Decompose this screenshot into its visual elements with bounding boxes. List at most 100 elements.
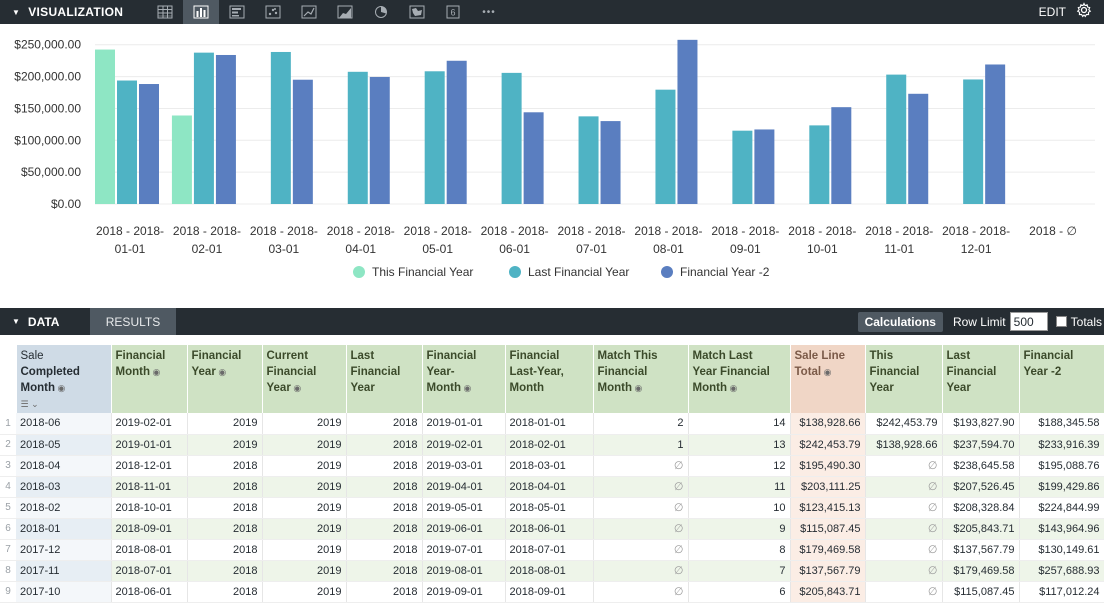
table-cell[interactable]: 2019 bbox=[262, 476, 347, 498]
table-cell[interactable]: ∅ bbox=[865, 518, 943, 540]
table-cell[interactable]: 2019-07-01 bbox=[422, 539, 506, 561]
column-header[interactable]: Financial Year -2 bbox=[1019, 345, 1104, 413]
table-cell[interactable]: 2018 bbox=[187, 518, 263, 540]
bar[interactable] bbox=[501, 72, 522, 204]
table-cell[interactable]: $242,453.79 bbox=[790, 434, 866, 456]
table-row[interactable]: 2 2018-05 2019-01-01 2019 2019 2018 2019-02-01… bbox=[0, 434, 1104, 456]
table-cell[interactable]: $238,645.58 bbox=[942, 455, 1020, 477]
table-cell[interactable]: 2018-08-01 bbox=[111, 539, 188, 561]
bar[interactable] bbox=[292, 79, 313, 204]
table-row[interactable]: 7 2017-12 2018-08-01 2018 2019 2018 2019-07-01… bbox=[0, 539, 1104, 561]
table-cell[interactable]: ∅ bbox=[865, 539, 943, 561]
hidden-eye-icon[interactable]: ◉ bbox=[460, 383, 472, 393]
table-cell[interactable]: $233,916.39 bbox=[1019, 434, 1104, 456]
table-cell[interactable]: 2018-06-01 bbox=[505, 518, 594, 540]
table-cell[interactable]: 2018-03 bbox=[16, 476, 112, 498]
edit-button[interactable]: EDIT bbox=[1038, 5, 1066, 19]
table-cell[interactable]: 2019 bbox=[262, 413, 347, 435]
scatter-icon[interactable] bbox=[255, 0, 291, 24]
legend-label[interactable]: Last Financial Year bbox=[528, 265, 629, 279]
table-cell[interactable]: $188,345.58 bbox=[1019, 413, 1104, 435]
column-header[interactable]: Financial Last-Year, Month bbox=[505, 345, 594, 413]
table-cell[interactable]: 2019 bbox=[262, 560, 347, 582]
table-row[interactable]: 3 2018-04 2018-12-01 2018 2019 2018 2019-03-01… bbox=[0, 455, 1104, 477]
table-cell[interactable]: $224,844.99 bbox=[1019, 497, 1104, 519]
hidden-eye-icon[interactable]: ◉ bbox=[290, 383, 302, 393]
line-chart-icon[interactable] bbox=[291, 0, 327, 24]
table-cell[interactable]: 10 bbox=[688, 497, 791, 519]
table-cell[interactable]: 2019-04-01 bbox=[422, 476, 506, 498]
column-header[interactable]: Match Last Year Financial Month ◉ bbox=[688, 345, 791, 413]
table-cell[interactable]: 2018 bbox=[187, 497, 263, 519]
table-cell[interactable]: 2018 bbox=[346, 434, 423, 456]
table-cell[interactable]: 6 bbox=[688, 581, 791, 603]
table-cell[interactable]: 2019 bbox=[262, 518, 347, 540]
table-cell[interactable]: $193,827.90 bbox=[942, 413, 1020, 435]
table-cell[interactable]: $195,490.30 bbox=[790, 455, 866, 477]
bar[interactable] bbox=[424, 71, 445, 205]
table-cell[interactable]: 2019 bbox=[262, 434, 347, 456]
bar[interactable] bbox=[270, 51, 291, 205]
table-cell[interactable]: 2019-02-01 bbox=[422, 434, 506, 456]
hidden-eye-icon[interactable]: ◉ bbox=[215, 367, 227, 377]
table-cell[interactable]: 2019 bbox=[187, 413, 263, 435]
bar[interactable] bbox=[446, 60, 467, 205]
column-header[interactable]: Last Financial Year bbox=[346, 345, 423, 413]
table-cell[interactable]: 14 bbox=[688, 413, 791, 435]
tab-results[interactable]: RESULTS bbox=[90, 308, 176, 335]
hidden-eye-icon[interactable]: ◉ bbox=[821, 367, 832, 377]
table-row[interactable]: 5 2018-02 2018-10-01 2018 2019 2018 2019-05-01… bbox=[0, 497, 1104, 519]
table-cell[interactable]: $138,928.66 bbox=[865, 434, 943, 456]
table-cell[interactable]: 2018-06-01 bbox=[111, 581, 188, 603]
table-cell[interactable]: ∅ bbox=[865, 581, 943, 603]
table-cell[interactable]: $115,087.45 bbox=[942, 581, 1020, 603]
table-cell[interactable]: 2018-07-01 bbox=[505, 539, 594, 561]
table-cell[interactable]: ∅ bbox=[865, 497, 943, 519]
table-cell[interactable]: 9 bbox=[688, 518, 791, 540]
table-cell[interactable]: 2018-04 bbox=[16, 455, 112, 477]
column-header[interactable]: Financial Month ◉ bbox=[111, 345, 188, 413]
legend-label[interactable]: This Financial Year bbox=[372, 265, 473, 279]
table-cell[interactable]: $242,453.79 bbox=[865, 413, 943, 435]
table-cell[interactable]: 2018 bbox=[346, 497, 423, 519]
table-cell[interactable]: $123,415.13 bbox=[790, 497, 866, 519]
table-cell[interactable]: 2019-01-01 bbox=[111, 434, 188, 456]
data-toggle[interactable]: ▼ DATA bbox=[0, 308, 90, 335]
table-cell[interactable]: 2019 bbox=[262, 455, 347, 477]
table-cell[interactable]: 2018 bbox=[346, 581, 423, 603]
bar[interactable] bbox=[985, 64, 1006, 204]
column-header[interactable]: Financial Year ◉ bbox=[187, 345, 263, 413]
table-cell[interactable]: $195,088.76 bbox=[1019, 455, 1104, 477]
table-cell[interactable]: $137,567.79 bbox=[790, 560, 866, 582]
bar[interactable] bbox=[908, 93, 929, 204]
table-icon[interactable] bbox=[147, 0, 183, 24]
table-cell[interactable]: 2018-02 bbox=[16, 497, 112, 519]
bar[interactable] bbox=[809, 125, 830, 204]
table-cell[interactable]: 2019 bbox=[262, 497, 347, 519]
table-cell[interactable]: $208,328.84 bbox=[942, 497, 1020, 519]
table-cell[interactable]: $203,111.25 bbox=[790, 476, 866, 498]
bar[interactable] bbox=[347, 71, 368, 204]
data-collapse-caret-icon[interactable]: ▼ bbox=[12, 317, 20, 326]
table-cell[interactable]: 2019-06-01 bbox=[422, 518, 506, 540]
table-cell[interactable]: $117,012.24 bbox=[1019, 581, 1104, 603]
table-row[interactable]: 6 2018-01 2018-09-01 2018 2019 2018 2019-06-01… bbox=[0, 518, 1104, 540]
column-header[interactable]: Financial Year- Month ◉ bbox=[422, 345, 506, 413]
row-limit-input[interactable]: 500 bbox=[1009, 312, 1048, 331]
table-cell[interactable]: 2017-11 bbox=[16, 560, 112, 582]
visualization-toggle[interactable]: ▼ VISUALIZATION bbox=[0, 5, 147, 19]
table-cell[interactable]: $257,688.93 bbox=[1019, 560, 1104, 582]
table-cell[interactable]: $138,928.66 bbox=[790, 413, 866, 435]
table-cell[interactable]: 7 bbox=[688, 560, 791, 582]
hidden-eye-icon[interactable]: ◉ bbox=[149, 367, 161, 377]
sort-descending-icon[interactable]: ☰ ⌄ bbox=[20, 399, 39, 409]
table-cell[interactable]: 12 bbox=[688, 455, 791, 477]
table-cell[interactable]: 2018-04-01 bbox=[505, 476, 594, 498]
table-cell[interactable]: 2018-02-01 bbox=[505, 434, 594, 456]
table-cell[interactable]: $205,843.71 bbox=[790, 581, 866, 603]
table-cell[interactable]: ∅ bbox=[865, 455, 943, 477]
table-cell[interactable]: 2018-09-01 bbox=[505, 581, 594, 603]
table-cell[interactable]: $130,149.61 bbox=[1019, 539, 1104, 561]
area-chart-icon[interactable] bbox=[327, 0, 363, 24]
bar[interactable] bbox=[578, 116, 599, 204]
